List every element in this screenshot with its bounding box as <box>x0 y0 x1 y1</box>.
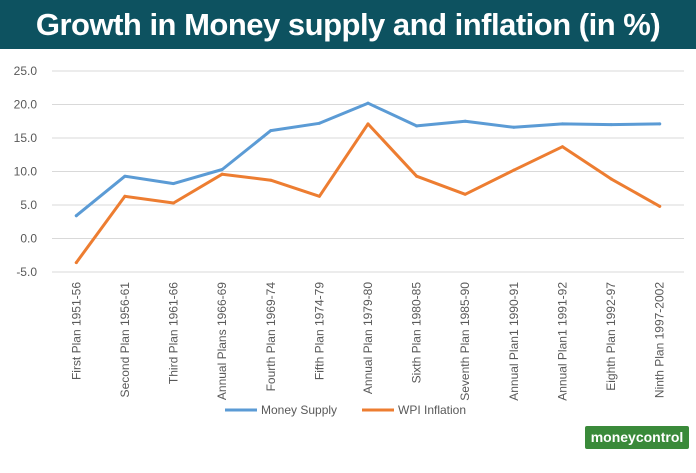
y-tick-label: 10.0 <box>14 165 38 179</box>
x-tick-label: Annual Plan1 1991-92 <box>555 282 569 401</box>
chart-title: Growth in Money supply and inflation (in… <box>35 7 661 42</box>
y-tick-label: 15.0 <box>14 131 38 145</box>
data-point <box>366 101 370 105</box>
x-tick-label: First Plan 1951-56 <box>69 282 83 380</box>
data-point <box>415 124 419 128</box>
x-axis-ticks: First Plan 1951-56 Second Plan 1956-61 Thi… <box>69 282 666 401</box>
legend-label: WPI Inflation <box>398 403 466 417</box>
gridlines <box>52 70 684 273</box>
moneycontrol-logo: moneycontrol <box>585 426 689 449</box>
data-point <box>463 192 467 196</box>
y-tick-label: 5.0 <box>20 198 37 212</box>
data-point <box>172 182 176 186</box>
data-point <box>560 145 564 149</box>
data-point <box>560 122 564 126</box>
data-point <box>658 122 662 126</box>
y-axis-ticks: 25.0 20.0 15.0 10.0 5.0 0.0 -5.0 <box>14 64 38 279</box>
line-chart: 25.0 20.0 15.0 10.0 5.0 0.0 -5.0 First Plan 19… <box>14 64 684 417</box>
legend: Money Supply WPI Inflation <box>225 403 466 417</box>
data-point <box>658 204 662 208</box>
data-point <box>415 174 419 178</box>
data-point <box>463 119 467 123</box>
series-line-wpi-inflation <box>74 122 662 265</box>
x-tick-label: Ninth Plan 1997-2002 <box>653 282 667 398</box>
data-point <box>366 122 370 126</box>
data-point <box>609 123 613 127</box>
data-point <box>317 121 321 125</box>
data-point <box>123 194 127 198</box>
x-tick-label: Third Plan 1961-66 <box>167 282 181 384</box>
data-point <box>220 172 224 176</box>
data-point <box>123 174 127 178</box>
data-point <box>74 214 78 218</box>
data-point <box>609 177 613 181</box>
y-tick-label: -5.0 <box>16 265 37 279</box>
x-tick-label: Annual Plans 1966-69 <box>215 282 229 400</box>
y-tick-label: 0.0 <box>20 232 37 246</box>
y-tick-label: 20.0 <box>14 98 38 112</box>
x-tick-label: Annual Plan 1979-80 <box>361 282 375 394</box>
data-point <box>220 167 224 171</box>
x-tick-label: Fourth Plan 1969-74 <box>264 282 278 392</box>
data-point <box>317 194 321 198</box>
legend-label: Money Supply <box>261 403 337 417</box>
data-point <box>74 261 78 265</box>
series-lines <box>74 101 662 265</box>
title-banner: Growth in Money supply and inflation (in… <box>0 0 696 49</box>
x-tick-label: Annual Plan1 1990-91 <box>507 282 521 401</box>
data-point <box>269 129 273 133</box>
data-point <box>512 125 516 129</box>
x-tick-label: Seventh Plan 1985-90 <box>458 282 472 401</box>
logo-text: moneycontrol <box>590 429 684 445</box>
data-point <box>512 168 516 172</box>
data-point <box>269 178 273 182</box>
x-tick-label: Fifth Plan 1974-79 <box>312 282 326 380</box>
x-tick-label: Second Plan 1956-61 <box>118 282 132 398</box>
x-tick-label: Eighth Plan 1992-97 <box>604 282 618 391</box>
x-tick-label: Sixth Plan 1980-85 <box>410 282 424 384</box>
y-tick-label: 25.0 <box>14 64 38 78</box>
data-point <box>172 201 176 205</box>
series-line-money-supply <box>74 101 662 218</box>
